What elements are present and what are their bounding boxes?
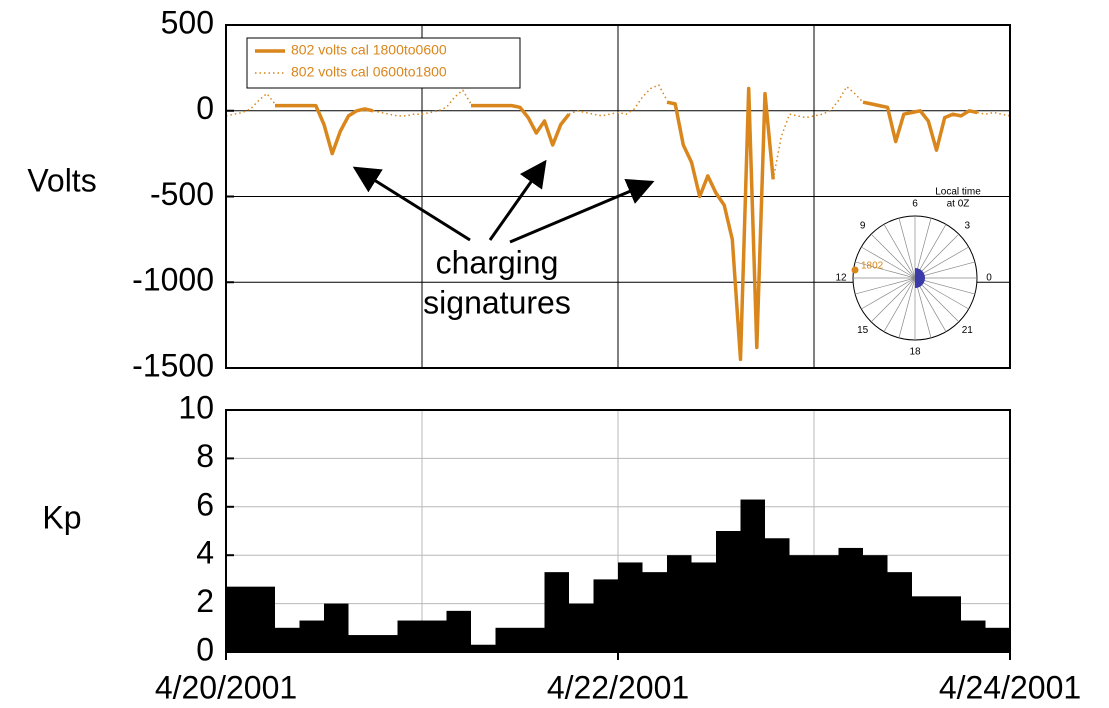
y-tick-label: 0 bbox=[196, 631, 214, 667]
bar bbox=[324, 603, 349, 652]
bar bbox=[397, 620, 422, 652]
x-tick-label: 4/22/2001 bbox=[547, 669, 689, 705]
bar bbox=[275, 627, 300, 652]
bar bbox=[912, 596, 937, 652]
plot-frame bbox=[225, 409, 1011, 653]
inset-marker bbox=[851, 266, 859, 274]
inset-night bbox=[915, 268, 925, 288]
arrow bbox=[488, 159, 547, 241]
bar bbox=[838, 547, 863, 652]
bar bbox=[471, 644, 496, 652]
bar bbox=[765, 538, 790, 652]
y-tick-label: 2 bbox=[196, 583, 214, 619]
annotation: charging bbox=[436, 244, 559, 280]
bar bbox=[814, 555, 839, 652]
inset-hour-label: 15 bbox=[857, 325, 869, 336]
bar bbox=[495, 627, 520, 652]
x-tick-label: 4/24/2001 bbox=[939, 669, 1081, 705]
inset-title: Local time bbox=[935, 187, 981, 198]
data-line bbox=[275, 86, 978, 362]
bar bbox=[348, 635, 373, 652]
bar bbox=[373, 635, 398, 652]
inset-hour-label: 6 bbox=[912, 199, 918, 210]
data-line bbox=[225, 84, 1011, 180]
bar bbox=[226, 586, 251, 652]
bar bbox=[863, 555, 888, 652]
inset-hour-label: 18 bbox=[909, 347, 921, 358]
legend-label: 802 volts cal 0600to1800 bbox=[291, 64, 447, 80]
y-tick-label: 8 bbox=[196, 438, 214, 474]
y-axis-label: Volts bbox=[27, 162, 96, 198]
bar bbox=[299, 620, 324, 652]
inset-title: at 0Z bbox=[947, 199, 970, 210]
bar bbox=[936, 596, 961, 652]
y-tick-label: 500 bbox=[161, 4, 214, 40]
y-tick-label: -1500 bbox=[132, 347, 214, 383]
bar bbox=[667, 555, 692, 652]
inset-marker-label: 1802 bbox=[861, 261, 884, 272]
y-tick-label: 0 bbox=[196, 90, 214, 126]
inset-hour-label: 12 bbox=[835, 273, 847, 284]
bar bbox=[618, 562, 643, 652]
bar bbox=[691, 562, 716, 652]
plot-frame bbox=[225, 24, 1011, 369]
y-tick-label: 10 bbox=[178, 389, 214, 425]
arrows bbox=[352, 159, 655, 244]
inset-hour-label: 9 bbox=[860, 220, 866, 231]
legend-box bbox=[246, 37, 521, 89]
bar bbox=[740, 499, 765, 652]
inset-hour-label: 21 bbox=[962, 325, 974, 336]
inset-hour-label: 0 bbox=[986, 273, 992, 284]
bar bbox=[422, 620, 447, 652]
bar bbox=[642, 572, 667, 652]
y-tick-label: -1000 bbox=[132, 262, 214, 298]
arrow bbox=[352, 166, 471, 242]
bar bbox=[446, 610, 471, 652]
bar bbox=[250, 586, 275, 652]
x-tick-label: 4/20/2001 bbox=[155, 669, 297, 705]
bar bbox=[544, 572, 569, 652]
bar bbox=[520, 627, 545, 652]
arrow bbox=[509, 179, 655, 244]
y-axis-label: Kp bbox=[42, 499, 81, 535]
inset-hour-label: 3 bbox=[965, 220, 971, 231]
annotation: signatures bbox=[423, 284, 571, 320]
bar bbox=[887, 572, 912, 652]
bar bbox=[985, 627, 1010, 652]
y-tick-label: -500 bbox=[150, 176, 214, 212]
legend-label: 802 volts cal 1800to0600 bbox=[291, 42, 447, 58]
bar bbox=[569, 603, 594, 652]
y-tick-label: 4 bbox=[196, 535, 214, 571]
bar bbox=[716, 531, 741, 652]
y-tick-label: 6 bbox=[196, 486, 214, 522]
bar bbox=[789, 555, 814, 652]
bar bbox=[961, 620, 986, 652]
bar bbox=[593, 579, 618, 652]
